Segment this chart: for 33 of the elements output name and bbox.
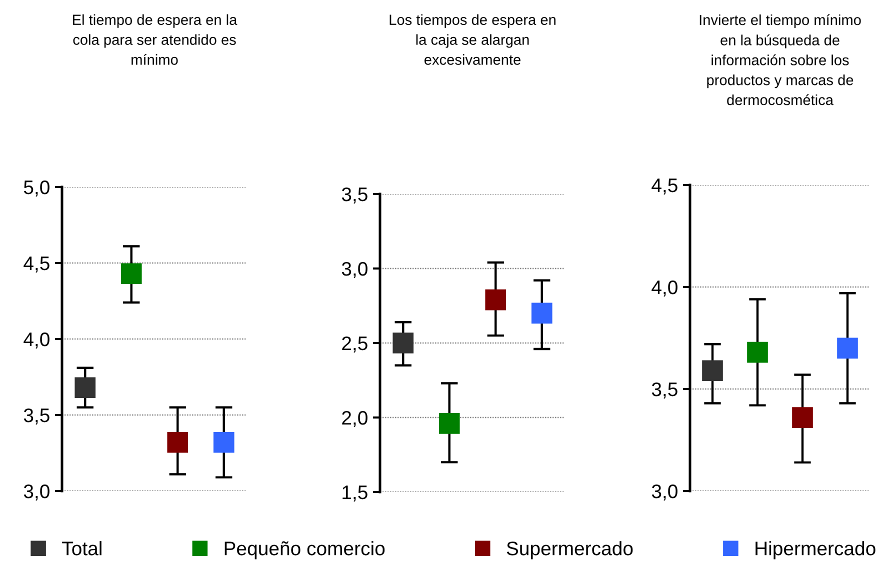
point (438, 413, 460, 434)
y-tick-label: 1,5 (342, 486, 368, 502)
y-tick-label: 5,0 (24, 180, 50, 197)
y-tick-label: 4,5 (24, 256, 50, 273)
y-tick-label: 2,5 (342, 336, 368, 353)
point (837, 338, 858, 359)
point (747, 342, 768, 363)
y-tick-label: 3,0 (652, 484, 678, 501)
y-tick-label: 3,0 (24, 484, 50, 501)
point (702, 360, 723, 382)
y-tick-label: 4,0 (24, 332, 50, 349)
y-tick-label: 4,5 (652, 178, 678, 195)
point (485, 289, 506, 310)
point (213, 432, 234, 453)
chart-title: Los tiempos de espera en la caja se alargan excesivamente (390, 14, 556, 65)
point (167, 432, 188, 453)
point (531, 302, 552, 324)
legend-label: Hipermercado (756, 541, 876, 560)
y-tick-label: 3,5 (652, 382, 678, 399)
chart-title: El tiempo de espera en la cola para ser atendido es mínimo (73, 14, 238, 65)
y-tick-label: 4,0 (652, 280, 678, 297)
point (120, 263, 142, 284)
chart-title: Invierte el tiempo mínimo en la búsqueda de información sobre los productos y marcas de dermocosmética (700, 14, 861, 106)
point (792, 407, 813, 428)
legend-label: Supermercado (506, 541, 633, 560)
legend-label: Pequeño comercio (224, 541, 385, 560)
y-tick-label: 3,5 (24, 408, 50, 425)
point (392, 332, 414, 354)
y-tick-label: 2,0 (342, 410, 368, 428)
legend-label: Total (62, 541, 102, 556)
point (74, 377, 96, 398)
y-tick-label: 3,0 (342, 262, 368, 278)
y-tick-label: 3,5 (342, 187, 368, 204)
